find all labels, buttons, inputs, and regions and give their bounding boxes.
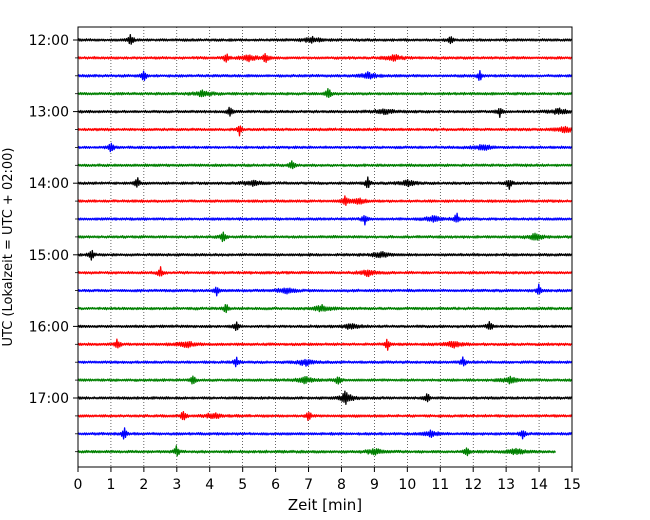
seismic-trace-1430	[77, 212, 573, 226]
seismic-trace-1330	[77, 142, 573, 153]
x-axis-title: Zeit [min]	[288, 496, 362, 514]
x-tick-label: 2	[139, 477, 148, 493]
x-tick-label: 3	[172, 477, 181, 493]
y-axis: 12:00 13:00 14:00 15:00 16:00 17:00	[29, 33, 78, 453]
plot-frame	[77, 26, 573, 468]
seismic-trace-1245	[77, 88, 573, 99]
x-tick-label: 13	[497, 477, 515, 493]
seismic-trace-1745	[77, 445, 557, 457]
seismic-traces	[77, 33, 573, 457]
y-tick-label: 14:00	[29, 176, 69, 192]
y-tick-label: 12:00	[29, 33, 69, 49]
seismic-trace-1530	[77, 283, 573, 297]
y-tick-label: 16:00	[29, 319, 69, 335]
x-tick-label: 6	[271, 477, 280, 493]
seismic-trace-1615	[77, 338, 573, 351]
seismic-trace-1300	[77, 106, 573, 119]
seismic-trace-1445	[77, 231, 573, 243]
seismic-trace-1215	[77, 52, 573, 63]
seismic-trace-1415	[77, 195, 573, 206]
x-tick-label: 1	[106, 477, 115, 493]
x-tick-label: 8	[337, 477, 346, 493]
seismic-trace-1645	[77, 375, 573, 385]
x-tick-label: 0	[74, 477, 83, 493]
seismic-trace-1400	[77, 176, 573, 190]
x-tick-label: 5	[238, 477, 247, 493]
x-tick-label: 9	[370, 477, 379, 493]
seismic-trace-1230	[77, 70, 573, 81]
y-tick-label: 13:00	[29, 105, 69, 121]
seismic-trace-1700	[77, 390, 573, 405]
x-tick-label: 15	[563, 477, 581, 493]
seismic-trace-1630	[77, 356, 573, 368]
seismic-trace-1515	[77, 266, 573, 278]
seismic-trace-1600	[77, 321, 573, 332]
seismic-trace-1500	[77, 249, 573, 261]
x-tick-label: 14	[530, 477, 548, 493]
x-tick-label: 11	[431, 477, 449, 493]
seismic-trace-1730	[77, 427, 573, 440]
x-tick-label: 10	[398, 477, 416, 493]
x-tick-label: 4	[205, 477, 214, 493]
seismic-trace-1200	[77, 33, 573, 45]
seismic-trace-1315	[77, 125, 573, 137]
x-tick-label: 12	[464, 477, 482, 493]
seismic-trace-1345	[77, 160, 573, 170]
y-tick-label: 15:00	[29, 248, 69, 264]
y-tick-label: 17:00	[29, 391, 69, 407]
seismic-trace-1715	[77, 410, 573, 421]
y-axis-title: UTC (Lokalzeit = UTC + 02:00)	[1, 148, 16, 347]
x-tick-label: 7	[304, 477, 313, 493]
x-axis: 0 1 2 3 4 5 6 7 8 9 10 11 12 13 14 15	[74, 467, 581, 493]
seismic-trace-1545	[77, 303, 573, 314]
